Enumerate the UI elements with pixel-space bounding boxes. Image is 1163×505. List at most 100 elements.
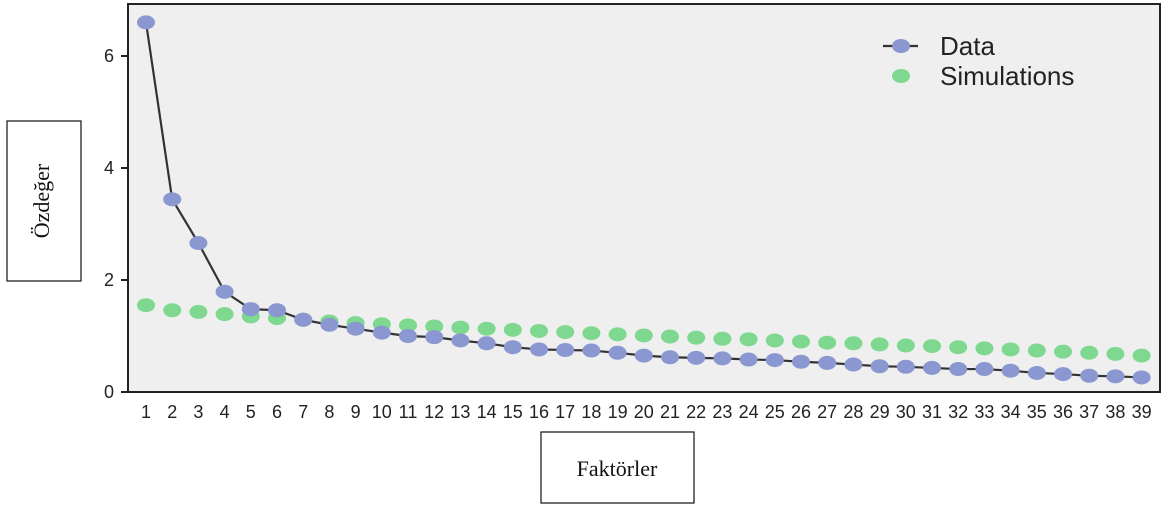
- simulations-point: [556, 325, 575, 340]
- simulations-point: [1001, 342, 1020, 357]
- x-tick-label: 37: [1079, 402, 1099, 422]
- simulations-point: [1132, 348, 1151, 363]
- x-tick-label: 6: [272, 402, 282, 422]
- x-tick-label: 1: [141, 402, 151, 422]
- y-axis-title-text: Özdeğer: [29, 163, 54, 238]
- data-point: [241, 302, 260, 317]
- simulations-point: [713, 331, 732, 346]
- simulations-point: [975, 341, 994, 356]
- simulations-point: [661, 329, 679, 344]
- x-tick-label: 3: [193, 402, 203, 422]
- data-point: [268, 303, 286, 318]
- simulations-point: [818, 335, 837, 350]
- simulations-point: [425, 319, 444, 334]
- x-tick-label: 27: [817, 402, 837, 422]
- data-point: [503, 340, 522, 355]
- simulations-point: [582, 326, 601, 341]
- simulations-point: [608, 327, 627, 342]
- data-point: [215, 284, 234, 299]
- y-tick-label: 4: [104, 158, 114, 178]
- simulations-point: [477, 321, 496, 336]
- legend-simulations-label: Simulations: [940, 61, 1074, 91]
- simulations-point: [844, 336, 863, 351]
- simulations-point: [399, 318, 417, 333]
- data-point: [1001, 363, 1020, 378]
- data-point: [1132, 370, 1151, 385]
- data-point: [294, 312, 313, 327]
- x-tick-label: 5: [246, 402, 256, 422]
- data-point: [818, 355, 837, 370]
- x-tick-label: 7: [298, 402, 308, 422]
- x-tick-label: 20: [634, 402, 654, 422]
- data-point: [399, 329, 417, 343]
- x-tick-label: 35: [1027, 402, 1047, 422]
- data-point: [949, 362, 968, 377]
- y-axis-title-box: [6, 120, 82, 282]
- y-tick-label: 2: [104, 270, 114, 290]
- x-tick-label: 8: [324, 402, 334, 422]
- y-tick-label: 6: [104, 46, 114, 66]
- simulations-point: [1027, 343, 1046, 358]
- x-tick-label: 2: [167, 402, 177, 422]
- data-point: [765, 353, 784, 368]
- data-point: [713, 351, 732, 366]
- x-tick-label: 16: [529, 402, 549, 422]
- data-point: [975, 362, 994, 377]
- legend-data-marker: [892, 39, 910, 53]
- data-point: [346, 321, 365, 336]
- legend: Data Simulations: [883, 31, 1074, 91]
- x-tick-label: 21: [660, 402, 680, 422]
- simulations-point: [687, 330, 706, 345]
- y-axis: 0 2 4 6: [104, 46, 128, 402]
- data-point: [739, 352, 758, 367]
- simulations-point: [739, 332, 758, 347]
- simulations-point: [163, 303, 182, 318]
- data-point: [137, 15, 155, 30]
- data-point: [608, 345, 627, 360]
- data-point: [661, 350, 679, 365]
- x-tick-label: 23: [712, 402, 732, 422]
- x-tick-label: 15: [503, 402, 523, 422]
- x-tick-label: 24: [739, 402, 759, 422]
- data-point: [870, 359, 889, 374]
- data-point: [923, 360, 941, 375]
- x-axis-title-box: [540, 431, 695, 504]
- x-axis-title: Faktörler: [540, 431, 695, 504]
- simulations-point: [765, 333, 784, 348]
- data-point: [1054, 367, 1072, 382]
- x-axis: 1 2 3 4 5 6 7 8 9 10 11 12 13 14 15 16 17 18 19 20 21 22 23 24 2…: [141, 402, 1152, 422]
- x-tick-label: 19: [608, 402, 628, 422]
- x-tick-label: 28: [843, 402, 863, 422]
- x-tick-label: 11: [399, 402, 418, 422]
- y-tick-label: 0: [104, 382, 114, 402]
- data-points: [137, 15, 1151, 385]
- x-tick-label: 13: [450, 402, 470, 422]
- x-tick-label: 14: [477, 402, 497, 422]
- x-tick-label: 36: [1053, 402, 1073, 422]
- x-tick-label: 4: [220, 402, 230, 422]
- x-axis-title-text: Faktörler: [577, 456, 658, 481]
- x-tick-label: 32: [948, 402, 968, 422]
- plot-background: [127, 3, 1161, 393]
- data-point: [425, 330, 444, 345]
- x-tick-label: 18: [581, 402, 601, 422]
- data-point: [320, 317, 339, 332]
- x-tick-label: 22: [686, 402, 706, 422]
- y-axis-title: Özdeğer: [6, 120, 82, 282]
- simulations-point: [530, 323, 548, 338]
- data-point: [372, 325, 391, 340]
- legend-data-label: Data: [940, 31, 995, 61]
- simulations-point: [189, 304, 208, 319]
- simulations-point: [896, 338, 915, 353]
- simulations-point: [870, 337, 889, 352]
- legend-simulations-marker: [892, 69, 910, 83]
- data-point: [1080, 368, 1099, 383]
- simulations-point: [503, 322, 522, 337]
- simulations-point: [792, 334, 810, 349]
- simulations-point: [137, 298, 155, 313]
- simulations-point: [215, 307, 234, 322]
- data-point: [1027, 365, 1046, 380]
- data-point: [530, 342, 548, 357]
- simulations-point: [923, 339, 941, 354]
